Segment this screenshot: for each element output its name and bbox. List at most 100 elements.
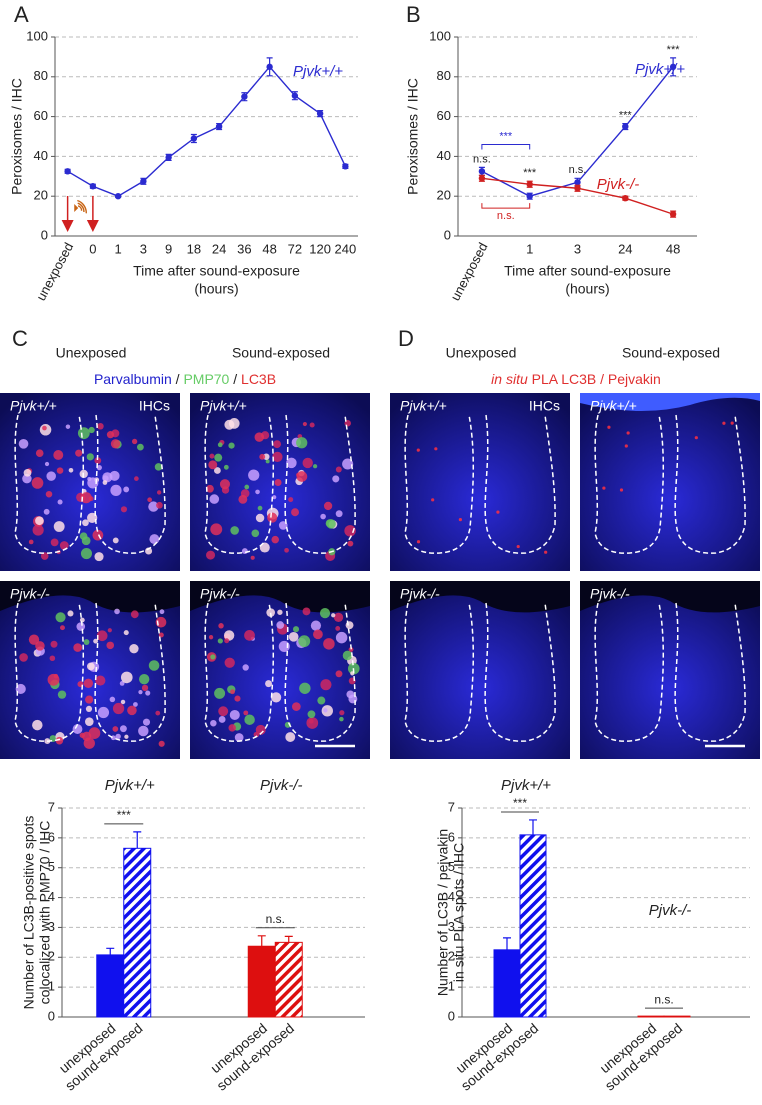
y-tick-label: 7 — [48, 799, 55, 814]
spot — [288, 632, 299, 642]
x-tick-label: unexposed — [33, 240, 76, 303]
spot — [22, 473, 32, 484]
spot — [323, 708, 328, 713]
spot — [75, 449, 83, 457]
spot — [97, 706, 110, 719]
spot — [607, 425, 611, 429]
spot — [145, 690, 151, 696]
spot — [335, 510, 343, 518]
spot — [218, 623, 224, 629]
spot — [28, 634, 40, 645]
spot — [285, 732, 296, 742]
spot — [35, 516, 44, 526]
spot — [244, 484, 250, 490]
panel-label: B — [406, 2, 421, 27]
spot — [93, 638, 99, 644]
x-axis-label: Time after sound-exposure — [504, 263, 671, 279]
spot — [271, 692, 282, 703]
spot — [80, 548, 93, 560]
spot — [72, 724, 83, 734]
spot — [208, 635, 214, 640]
bracket-label: *** — [499, 130, 513, 142]
spot — [255, 513, 265, 523]
spot — [155, 710, 161, 716]
spot — [82, 519, 89, 527]
spot — [291, 508, 299, 517]
spot — [265, 459, 270, 464]
x-tick-label: 48 — [262, 241, 276, 256]
y-tick-label: 3 — [448, 919, 455, 934]
spot — [76, 622, 86, 631]
spot — [230, 526, 239, 535]
genotype-label: Pjvk-/- — [400, 586, 440, 602]
x-tick-label: unexposed — [447, 240, 490, 303]
spot — [80, 492, 92, 504]
spot — [228, 442, 235, 449]
spot — [251, 529, 260, 538]
x-axis-label: Time after sound-exposure — [133, 263, 300, 279]
cell-outline — [594, 602, 746, 742]
cell-outline — [204, 414, 356, 554]
spot — [291, 702, 301, 711]
spot — [156, 490, 162, 495]
cell-label: IHCs — [529, 398, 560, 414]
spot — [138, 673, 150, 685]
spot — [97, 422, 104, 430]
data-point — [114, 193, 122, 200]
spot — [255, 489, 260, 495]
significance: *** — [667, 44, 681, 56]
significance: n.s. — [654, 992, 673, 1006]
spot — [119, 725, 127, 733]
x-tick-label: 24 — [618, 241, 632, 256]
y-tick-label: 6 — [448, 829, 455, 844]
spot — [335, 466, 342, 473]
spot — [253, 731, 260, 738]
spot — [331, 613, 336, 618]
spot — [255, 724, 266, 735]
stain-legend: Parvalbumin / PMP70 / LC3B — [94, 371, 276, 387]
data-point — [574, 185, 581, 192]
error-bar — [257, 935, 266, 947]
x-tick-label: 1 — [115, 241, 122, 256]
spot — [344, 525, 356, 537]
spot — [265, 680, 273, 688]
data-point — [140, 178, 147, 185]
stain-name: PLA LC3B / Pejvakin — [528, 371, 661, 387]
dark-region — [580, 581, 760, 613]
y-tick-label: 1 — [48, 979, 55, 994]
spot — [106, 431, 115, 439]
spot — [626, 431, 630, 435]
spot — [292, 626, 300, 633]
spot — [45, 490, 53, 498]
spot — [115, 733, 121, 740]
spot — [50, 640, 58, 648]
x-tick-label: 36 — [237, 241, 251, 256]
spot — [15, 683, 26, 695]
x-tick-label: 3 — [574, 241, 581, 256]
spot — [257, 505, 263, 511]
spot — [123, 486, 130, 493]
spot — [431, 498, 435, 502]
bar — [637, 1015, 665, 1018]
spot — [217, 442, 223, 448]
micrograph-bg — [390, 393, 570, 571]
spot — [230, 689, 235, 695]
y-tick-label: 60 — [437, 108, 451, 123]
spot — [308, 718, 314, 724]
y-axis-label: in situ PLA spots / IHC — [451, 843, 467, 982]
spot — [55, 736, 64, 745]
x-tick-label: 3 — [140, 241, 147, 256]
significance: *** — [523, 167, 537, 179]
data-point — [669, 63, 677, 71]
spot — [339, 710, 345, 716]
genotype-label: Pjvk-/- — [200, 586, 240, 602]
spot — [208, 460, 218, 470]
spot — [85, 695, 94, 704]
spot — [67, 610, 74, 617]
spot — [206, 550, 216, 560]
panel-label: C — [12, 326, 28, 351]
spot — [345, 621, 354, 630]
spot — [65, 424, 71, 429]
data-point — [241, 93, 248, 100]
spot — [106, 641, 115, 650]
